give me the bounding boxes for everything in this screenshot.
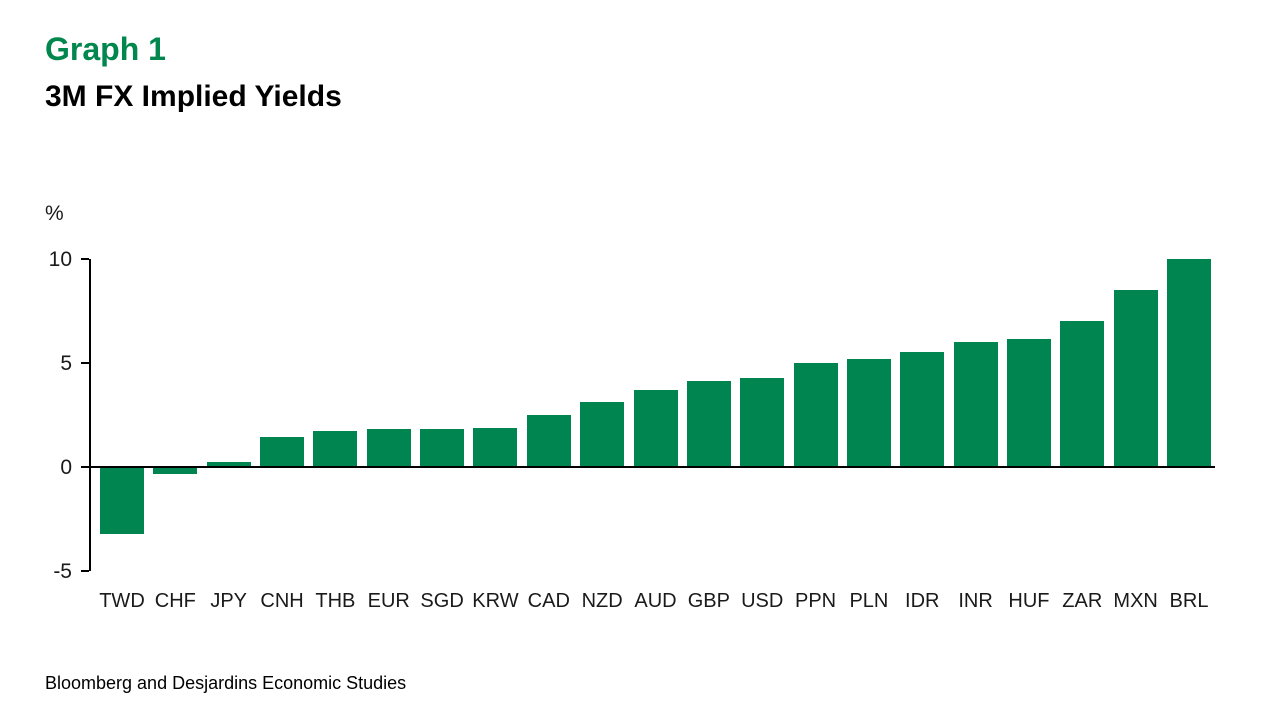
y-axis-tick-label: 10 — [48, 248, 72, 272]
bar-cad — [526, 415, 571, 467]
y-axis-tick-label: 0 — [60, 456, 72, 479]
bar-ppn — [793, 363, 838, 467]
x-axis-label-krw: KRW — [472, 590, 519, 612]
x-axis-label-sgd: SGD — [420, 590, 464, 612]
bar-twd — [100, 468, 144, 535]
y-axis-line — [88, 259, 91, 571]
x-axis-label-jpy: JPY — [210, 590, 248, 612]
x-axis-label-huf: HUF — [1008, 590, 1050, 612]
source-note: Bloomberg and Desjardins Economic Studie… — [45, 673, 407, 693]
bar-nzd — [580, 401, 625, 467]
bar-eur — [366, 428, 411, 467]
x-axis-label-usd: USD — [741, 590, 784, 612]
zero-baseline — [81, 466, 1215, 468]
y-axis-tick — [81, 569, 89, 572]
bar-mxn — [1113, 290, 1158, 467]
bar-idr — [900, 351, 945, 467]
x-axis-label-cnh: CNH — [260, 590, 304, 612]
x-axis-label-ppn: PPN — [794, 590, 837, 612]
x-axis-label-chf: CHF — [154, 590, 196, 612]
bar-jpy — [206, 461, 251, 467]
bar-gbp — [686, 380, 731, 467]
chart-title: 3M FX Implied Yields — [45, 80, 342, 113]
y-axis-unit-label: % — [45, 202, 64, 225]
x-axis-label-zar: ZAR — [1062, 590, 1103, 612]
x-axis-label-pln: PLN — [849, 590, 889, 612]
x-axis-label-thb: THB — [315, 590, 356, 612]
y-axis-tick-label: 5 — [60, 352, 72, 376]
x-axis-label-nzd: NZD — [581, 590, 623, 612]
x-axis-label-gbp: GBP — [687, 590, 730, 612]
bar-cnh — [260, 436, 305, 467]
x-axis-label-aud: AUD — [634, 590, 677, 612]
y-axis-tick — [81, 258, 89, 261]
x-axis-label-eur: EUR — [367, 590, 410, 612]
bar-thb — [313, 430, 358, 467]
bar-usd — [740, 377, 785, 467]
bar-huf — [1006, 339, 1051, 467]
y-axis-tick — [81, 362, 89, 365]
y-axis-tick-label: -5 — [53, 559, 72, 583]
x-axis-label-brl: BRL — [1169, 590, 1209, 612]
bar-zar — [1060, 320, 1105, 467]
bar-chf — [153, 468, 198, 475]
x-axis-label-twd: TWD — [99, 590, 145, 612]
bar-sgd — [420, 428, 465, 467]
x-axis-label-idr: IDR — [905, 590, 940, 612]
bar-krw — [473, 427, 518, 467]
bar-pln — [846, 358, 891, 467]
bar-brl — [1167, 259, 1211, 467]
x-axis-label-mxn: MXN — [1113, 590, 1158, 612]
x-axis-label-inr: INR — [958, 590, 993, 612]
graph-number-label: Graph 1 — [45, 31, 166, 67]
bar-inr — [953, 342, 998, 467]
bar-aud — [633, 390, 678, 467]
x-axis-label-cad: CAD — [527, 590, 570, 612]
